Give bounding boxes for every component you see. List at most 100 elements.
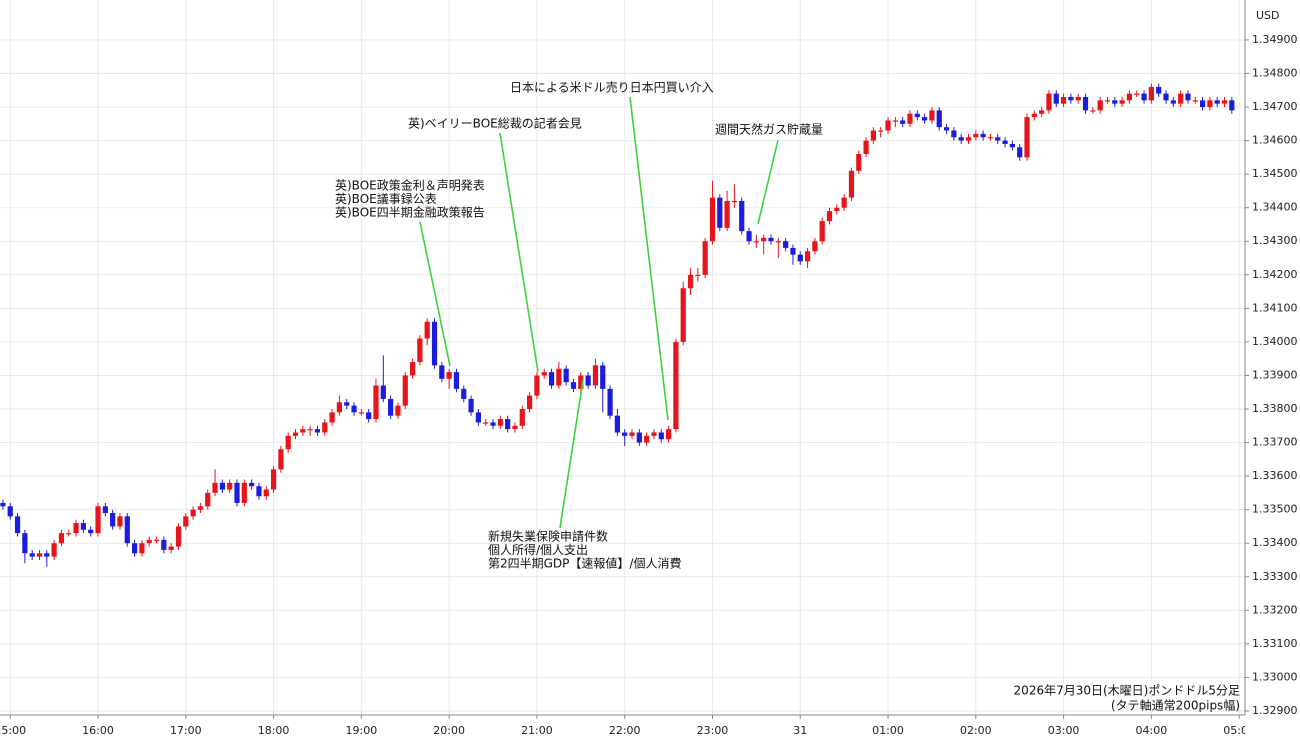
candle-body [58, 533, 65, 544]
candle-body [7, 506, 13, 517]
candle-body [1024, 117, 1030, 158]
candle-body [943, 127, 950, 131]
candle-body [366, 412, 372, 420]
candle-body [592, 365, 599, 386]
candle-body [307, 429, 313, 431]
candle-body [329, 412, 335, 423]
annotation-text: 新規失業保険申請件数 [488, 529, 608, 544]
annotation-text: 英)BOE議事録公表 [335, 191, 437, 206]
candle-body [44, 553, 50, 557]
candle-body [819, 221, 825, 242]
y-tick-label: 1.34400 [1252, 201, 1298, 214]
candle-body [446, 372, 452, 379]
candle-body [285, 435, 291, 450]
candle-body [629, 432, 635, 436]
candle-body [66, 533, 72, 535]
candle-body [1126, 93, 1133, 101]
x-tick-label: 15:00 [0, 724, 26, 737]
candle-body [585, 375, 591, 386]
candle-body [687, 274, 694, 289]
candle-body [439, 365, 445, 379]
x-tick-label: 20:00 [433, 724, 465, 737]
candle-body [658, 432, 664, 440]
candle-body [51, 543, 57, 557]
candle-body [205, 492, 211, 507]
candle-body [1163, 93, 1169, 101]
candle-body [973, 133, 979, 138]
candle-body [614, 415, 620, 433]
candle-body [731, 200, 738, 203]
candle-body [1221, 100, 1228, 104]
candle-body [1229, 100, 1235, 111]
candle-body [278, 449, 284, 470]
annotation-text: 英)BOE政策金利＆声明発表 [335, 178, 485, 193]
candle-body [110, 513, 116, 527]
annotation-text: 英)ベイリーBOE総裁の記者会見 [408, 116, 582, 131]
candle-body [673, 341, 679, 430]
candle-body [139, 543, 145, 554]
candle-body [1134, 93, 1140, 95]
candle-body [1104, 100, 1111, 102]
candle-body [417, 338, 423, 363]
candle-body [1112, 100, 1118, 104]
candle-body [95, 506, 101, 534]
candle-body [548, 372, 555, 386]
candle-body [651, 432, 657, 436]
candle-body [1082, 96, 1089, 111]
candle-body [1097, 100, 1103, 111]
candle-body [431, 321, 438, 366]
candle-body [995, 137, 1001, 141]
y-tick-label: 1.33600 [1252, 469, 1298, 482]
y-tick-label: 1.34900 [1252, 33, 1298, 46]
candle-body [117, 516, 123, 527]
candle-body [219, 482, 225, 490]
candle-body [936, 110, 942, 128]
candle-body [644, 435, 650, 443]
candle-body [1192, 100, 1198, 102]
footnote: (タテ軸通常200pips幅) [1111, 698, 1240, 713]
y-tick-label: 1.33500 [1252, 503, 1298, 516]
candle-body [1207, 100, 1213, 108]
candle-body [409, 362, 416, 376]
candle-body [878, 130, 884, 132]
candle-body [665, 429, 672, 440]
candle-body [395, 405, 401, 416]
candle-body [1053, 93, 1059, 104]
candle-body [73, 523, 79, 534]
x-tick-label: 31 [793, 724, 807, 737]
x-tick-label: 19:00 [346, 724, 378, 737]
candle-body [1046, 93, 1052, 111]
candle-body [848, 170, 855, 198]
candle-body [870, 130, 877, 141]
candle-body [505, 419, 511, 430]
y-tick-label: 1.33700 [1252, 436, 1298, 449]
candle-body [490, 422, 496, 426]
candle-body [980, 133, 986, 138]
candle-body [1178, 93, 1184, 104]
y-tick-label: 1.33400 [1252, 536, 1298, 549]
candle-body [1185, 93, 1191, 101]
candle-body [804, 251, 811, 262]
candle-body [197, 506, 204, 510]
candle-body [1214, 100, 1220, 104]
annotation-text: 個人所得/個人支出 [488, 542, 588, 557]
candle-body [292, 432, 299, 436]
candle-body [497, 419, 503, 426]
candle-body [1119, 100, 1125, 104]
grid [0, 0, 1245, 715]
candle-body [380, 385, 386, 399]
candle-body [607, 388, 613, 416]
candle-body [146, 539, 152, 544]
candle-body [1017, 147, 1023, 158]
candle-body [958, 137, 964, 141]
y-tick-label: 1.33000 [1252, 670, 1298, 683]
candle-body [739, 200, 745, 232]
footnote: 2026年7月30日(木曜日)ポンドドル5分足 [1014, 684, 1240, 698]
candle-body [270, 469, 277, 490]
candle-body [892, 120, 898, 122]
candle-body [80, 523, 86, 530]
candle-body [483, 422, 489, 424]
y-tick-label: 1.33900 [1252, 368, 1298, 381]
